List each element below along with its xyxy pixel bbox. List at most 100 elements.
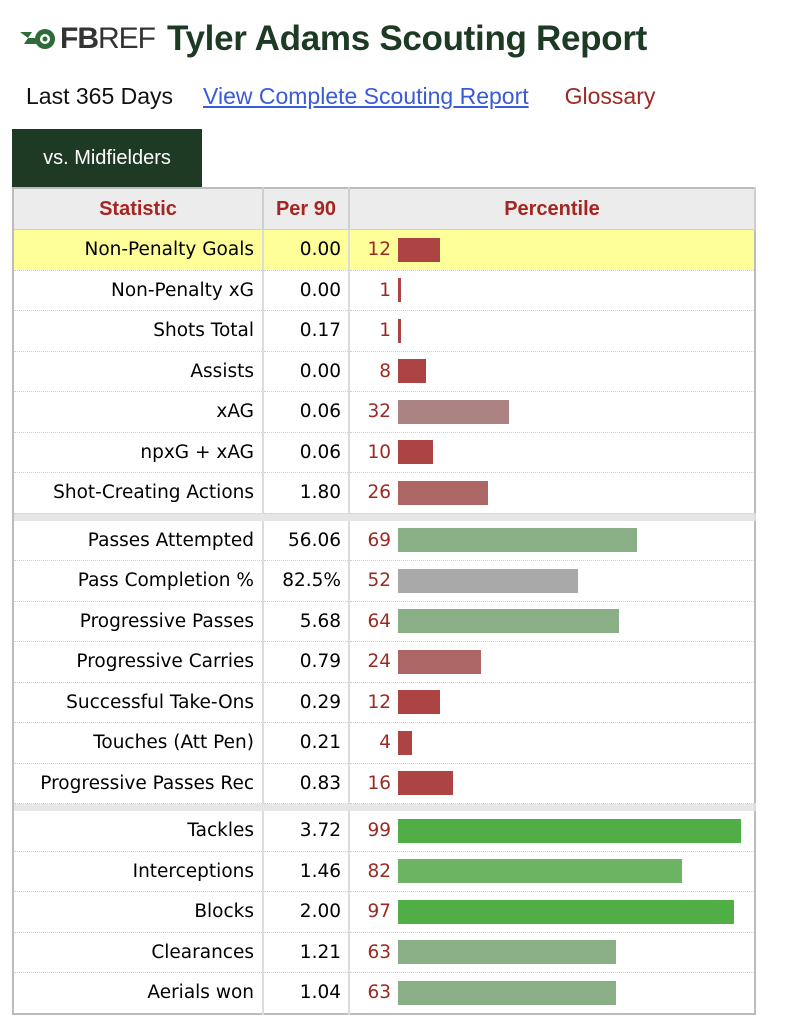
percentile-value: 4 [379,732,391,754]
col-header-per90[interactable]: Per 90 [263,188,350,230]
complete-report-link[interactable]: View Complete Scouting Report [203,82,529,109]
stat-name: Passes Attempted [13,520,264,561]
table-row[interactable]: Tackles 3.72 99 [13,811,755,852]
tab-vs-midfielders[interactable]: vs. Midfielders [12,129,202,187]
percentile-cell: 69 [349,520,755,561]
per90-value: 1.80 [263,472,350,514]
table-row[interactable]: xAG 0.06 32 [13,391,755,433]
percentile-value: 63 [367,982,391,1004]
per90-value: 0.79 [263,641,350,683]
logo-text-fb: FB [60,22,99,55]
percentile-cell: 82 [349,851,755,892]
percentile-cell: 97 [349,891,755,933]
percentile-value: 24 [367,651,391,673]
separator-cell [13,513,756,521]
logo-text-ref: REF [98,22,156,55]
percentile-cell: 63 [349,932,755,973]
per90-value: 1.04 [263,972,350,1014]
percentile-wrap: 8 [350,352,754,392]
stat-name: Shots Total [13,310,264,352]
table-header-row: Statistic Per 90 Percentile [13,188,756,230]
table-row[interactable]: Non-Penalty Goals 0.00 12 [13,229,755,271]
percentile-bar [398,771,453,796]
percentile-value: 1 [379,320,391,342]
stat-name: Shot-Creating Actions [13,472,264,514]
percentile-cell: 32 [349,391,755,433]
percentile-cell: 26 [349,472,755,514]
percentile-wrap: 99 [350,811,754,851]
percentile-cell: 52 [349,560,755,602]
page-header: FB REF Tyler Adams Scouting Report [18,14,647,64]
group-separator [13,513,756,521]
per90-value: 1.21 [263,932,350,973]
period-label: Last 365 Days [26,82,174,109]
per90-value: 82.5% [263,560,350,602]
percentile-bar [398,899,734,924]
col-header-statistic[interactable]: Statistic [13,188,264,230]
col-header-percentile[interactable]: Percentile [349,188,756,230]
stat-name: Pass Completion % [13,560,264,602]
table-row[interactable]: Pass Completion % 82.5% 52 [13,560,755,602]
percentile-wrap: 12 [350,230,754,270]
stat-name: Interceptions [13,851,264,892]
percentile-cell: 64 [349,601,755,642]
table-row[interactable]: Aerials won 1.04 63 [13,972,755,1014]
table-row[interactable]: Progressive Passes 5.68 64 [13,601,755,642]
group-separator [13,803,756,811]
per90-value: 5.68 [263,601,350,642]
percentile-value: 52 [367,570,391,592]
table-row[interactable]: Passes Attempted 56.06 69 [13,520,755,561]
stat-name: Non-Penalty xG [13,270,264,311]
percentile-cell: 16 [349,763,755,804]
percentile-wrap: 52 [350,561,754,601]
percentile-value: 99 [367,820,391,842]
stat-name: Non-Penalty Goals [13,229,264,271]
per90-value: 0.21 [263,722,350,764]
percentile-cell: 63 [349,972,755,1014]
table-row[interactable]: Progressive Carries 0.79 24 [13,641,755,683]
fbref-logo[interactable]: FB REF [18,19,156,59]
percentile-wrap: 12 [350,683,754,723]
per90-value: 0.83 [263,763,350,804]
table-row[interactable]: Shot-Creating Actions 1.80 26 [13,472,755,514]
percentile-cell: 12 [349,229,755,271]
table-row[interactable]: Blocks 2.00 97 [13,891,755,933]
report-links: Last 365 Days View Complete Scouting Rep… [26,80,655,112]
percentile-bar [398,237,440,262]
table-row[interactable]: Progressive Passes Rec 0.83 16 [13,763,755,804]
percentile-wrap: 24 [350,642,754,682]
table-row[interactable]: Non-Penalty xG 0.00 1 [13,270,755,311]
stat-name: Clearances [13,932,264,973]
scouting-table: Statistic Per 90 Percentile Non-Penalty … [12,187,756,1015]
table-row[interactable]: Touches (Att Pen) 0.21 4 [13,722,755,764]
table-row[interactable]: Shots Total 0.17 1 [13,310,755,352]
stat-name: Aerials won [13,972,264,1014]
stat-name: Touches (Att Pen) [13,722,264,764]
percentile-wrap: 1 [350,271,754,311]
table-row[interactable]: Successful Take-Ons 0.29 12 [13,682,755,723]
percentile-value: 26 [367,482,391,504]
table-row[interactable]: npxG + xAG 0.06 10 [13,432,755,473]
table-row[interactable]: Clearances 1.21 63 [13,932,755,973]
percentile-wrap: 63 [350,933,754,973]
percentile-wrap: 97 [350,892,754,932]
stat-name: Progressive Passes Rec [13,763,264,804]
percentile-bar [398,528,637,553]
percentile-wrap: 69 [350,521,754,561]
glossary-link[interactable]: Glossary [564,82,656,109]
percentile-wrap: 4 [350,723,754,763]
stat-name: Progressive Carries [13,641,264,683]
per90-value: 2.00 [263,891,350,933]
stat-name: Assists [13,351,264,392]
table-row[interactable]: Assists 0.00 8 [13,351,755,392]
percentile-bar [398,818,741,843]
page-title: Tyler Adams Scouting Report [167,19,648,58]
percentile-bar [398,568,578,593]
percentile-cell: 1 [349,270,755,311]
percentile-bar [398,278,401,303]
stat-name: Progressive Passes [13,601,264,642]
percentile-cell: 10 [349,432,755,473]
stat-name: Blocks [13,891,264,933]
percentile-bar [398,690,440,715]
table-row[interactable]: Interceptions 1.46 82 [13,851,755,892]
